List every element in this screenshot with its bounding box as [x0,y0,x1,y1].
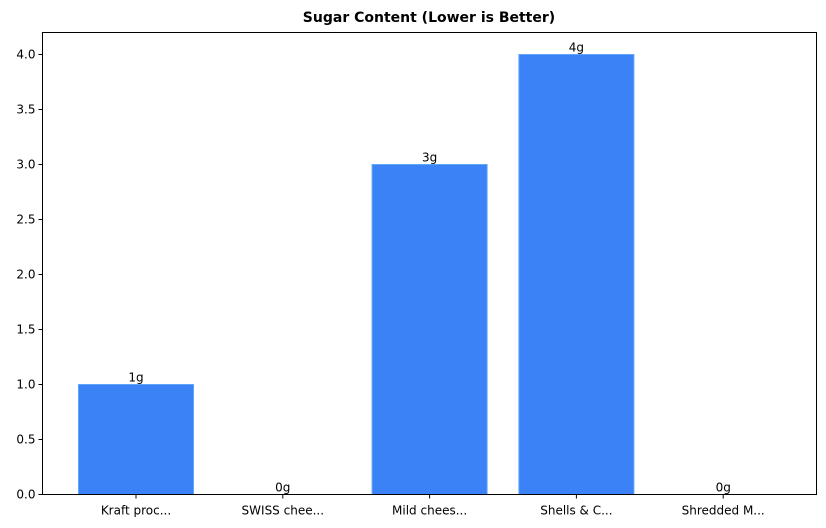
y-tick-label: 3.5 [16,103,35,117]
value-labels-group: 1g 0g 3g 4g 0g [128,41,730,495]
bar [518,54,635,495]
bar [78,384,194,495]
x-tick-label: Mild chees... [392,504,467,518]
y-tick-label: 3.0 [16,158,35,172]
y-tick-label: 1.5 [16,323,35,337]
bars-group [78,54,635,495]
bar-value-label: 4g [569,41,584,55]
bar-value-label: 3g [422,151,437,165]
x-tick-label: Shells & C... [540,504,612,518]
y-tick-label: 0.0 [16,488,35,502]
x-axis: Kraft proc... SWISS chee... Mild chees... S… [101,494,765,518]
y-tick-label: 0.5 [16,433,35,447]
x-tick-label: SWISS chee... [242,504,324,518]
y-tick-label: 2.5 [16,213,35,227]
bar-value-label: 0g [716,481,731,495]
axes-frame [42,32,817,495]
y-tick-label: 4.0 [16,48,35,62]
chart-title: Sugar Content (Lower is Better) [303,10,555,26]
x-tick-label: Kraft proc... [101,504,171,518]
y-tick-label: 1.0 [16,378,35,392]
y-axis: 0.0 0.5 1.0 1.5 2.0 2.5 3.0 3.5 4.0 [16,48,43,502]
y-tick-label: 2.0 [16,268,35,282]
bar [371,164,488,495]
x-tick-label: Shredded M... [682,504,765,518]
bar-value-label: 0g [275,481,290,495]
bar-value-label: 1g [128,371,143,385]
